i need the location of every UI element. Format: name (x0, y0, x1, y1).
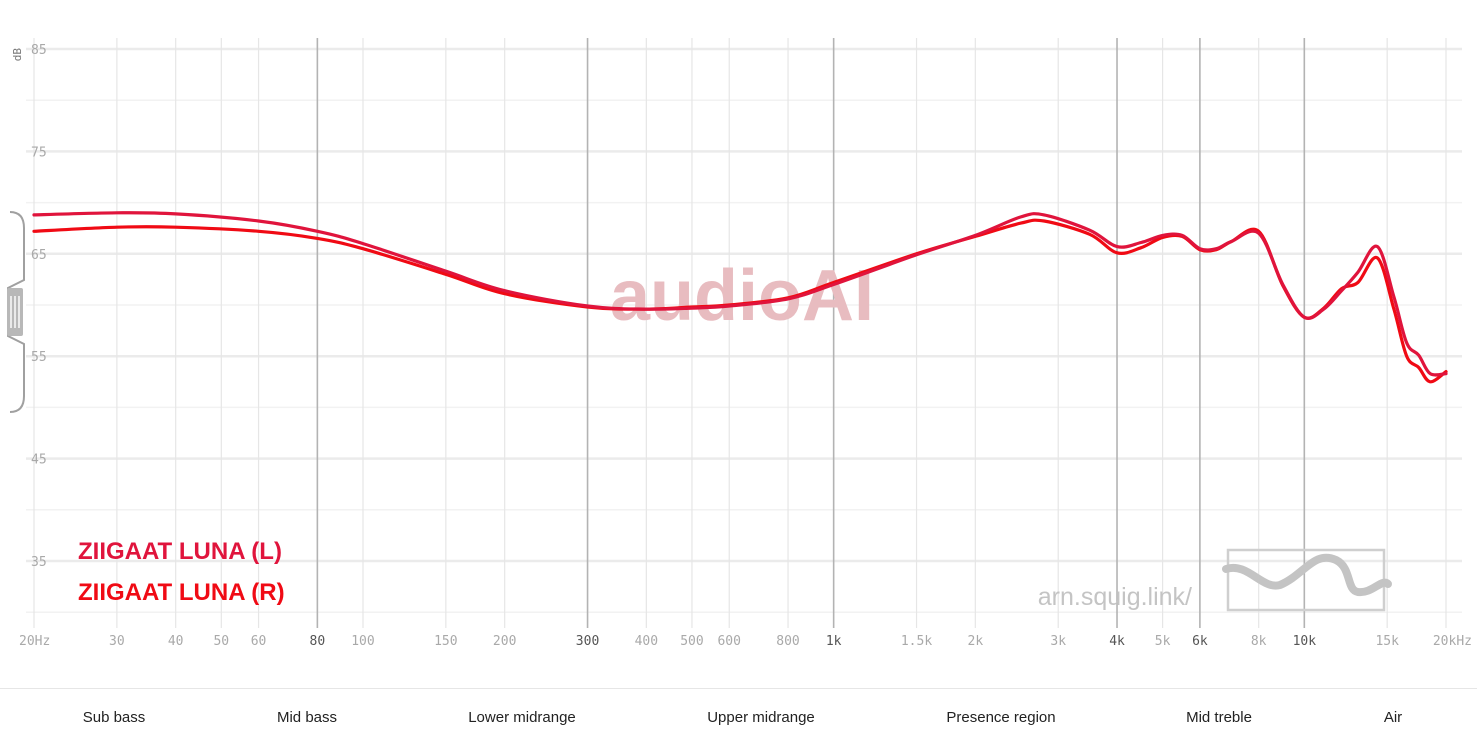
region-label: Lower midrange (468, 709, 576, 726)
y-tick-label: 75 (31, 145, 47, 160)
x-tick-label: 20Hz (19, 634, 50, 649)
x-tick-label: 400 (635, 634, 658, 649)
x-tick-label: 1.5k (901, 634, 932, 649)
region-label: Air (1383, 709, 1403, 726)
x-tick-label: 15k (1375, 634, 1399, 649)
x-tick-label: 2k (968, 634, 984, 649)
region-bar: Sub bass Mid bass Lower midrange Upper midr… (0, 688, 1477, 742)
y-tick-label: 65 (31, 248, 47, 263)
y-axis-unit: dB (11, 48, 24, 62)
x-tick-label: 600 (717, 634, 740, 649)
series-line-0[interactable] (32, 211, 1448, 377)
y-tick-label: 85 (31, 43, 47, 58)
region-label: Mid treble (1186, 709, 1252, 726)
y-tick-label: 35 (31, 555, 47, 570)
legend: ZIIGAAT LUNA (L) ZIIGAAT LUNA (R) (78, 538, 285, 606)
x-tick-label: 6k (1192, 634, 1208, 649)
x-axis-labels: 20Hz 30 40 50 60 80 100 150 200 300 400 500 600 800 1k… (19, 634, 1472, 649)
x-tick-label: 60 (251, 634, 267, 649)
x-tick-label: 500 (680, 634, 703, 649)
region-label: Sub bass (82, 709, 146, 726)
x-tick-label: 30 (109, 634, 125, 649)
x-tick-label: 10k (1293, 634, 1317, 649)
x-tick-label: 150 (434, 634, 457, 649)
x-tick-label: 300 (576, 634, 599, 649)
x-tick-label: 80 (310, 634, 326, 649)
x-tick-label: 200 (493, 634, 516, 649)
x-tick-label: 4k (1109, 634, 1125, 649)
horizontal-grid (26, 47, 1462, 613)
y-tick-label: 55 (31, 350, 47, 365)
series-line-1[interactable] (32, 218, 1448, 384)
y-tick-label: 45 (31, 453, 47, 468)
vertical-grid (33, 38, 1447, 628)
x-tick-label: 800 (776, 634, 799, 649)
x-tick-label: 20kHz (1433, 634, 1472, 649)
x-tick-label: 100 (351, 634, 374, 649)
watermark-text: audioAI (610, 256, 874, 336)
x-tick-label: 50 (213, 634, 229, 649)
frequency-response-chart: audioAI 35 45 55 65 75 85 20Hz 30 40 50 60 80 100 15… (7, 38, 1472, 649)
legend-entry[interactable]: ZIIGAAT LUNA (L) (78, 538, 282, 565)
squiglink-logo-icon (1222, 548, 1392, 612)
site-url[interactable]: arn.squig.link/ (1038, 583, 1192, 611)
x-tick-label: 5k (1155, 634, 1171, 649)
region-label: Upper midrange (707, 709, 815, 726)
series-layer (32, 211, 1448, 384)
legend-entry[interactable]: ZIIGAAT LUNA (R) (78, 579, 285, 606)
y-axis-labels: 35 45 55 65 75 85 (31, 43, 47, 570)
volume-slider[interactable] (7, 211, 25, 413)
x-tick-label: 8k (1251, 634, 1267, 649)
region-label: Presence region (946, 709, 1056, 726)
region-label: Mid bass (276, 709, 338, 726)
x-tick-label: 40 (168, 634, 184, 649)
x-tick-label: 1k (826, 634, 842, 649)
x-tick-label: 3k (1050, 634, 1066, 649)
